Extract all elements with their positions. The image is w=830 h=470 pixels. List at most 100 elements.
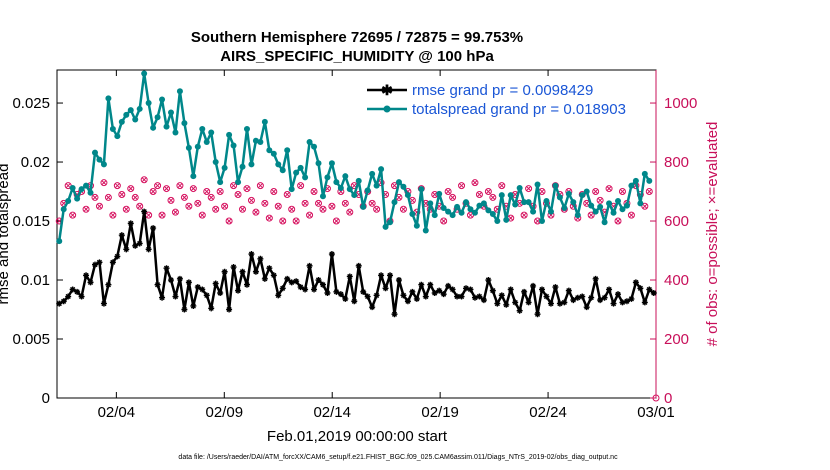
rmse-point: [427, 281, 434, 288]
totalspread-point: [248, 161, 255, 168]
obs-evaluated-point: [70, 212, 76, 218]
totalspread-point: [163, 123, 170, 130]
obs-evaluated-point: [231, 183, 237, 189]
rmse-point: [512, 299, 519, 306]
rmse-point: [387, 272, 394, 279]
x-tick-label: 02/09: [206, 404, 244, 421]
rmse-point: [123, 246, 130, 253]
obs-evaluated-point: [101, 180, 107, 186]
footnote: data file: /Users/raeder/DAI/ATM_forcXX/…: [178, 454, 618, 461]
obs-possible-point: [270, 188, 278, 196]
rmse-point: [422, 293, 429, 300]
obs-possible-point: [618, 188, 626, 196]
totalspread-point: [592, 208, 599, 215]
obs-possible-point: [596, 196, 604, 204]
rmse-point: [400, 292, 407, 299]
rmse-point: [105, 281, 112, 288]
y-axis-right: 0 200 400 600 800 1000: [650, 70, 697, 407]
rmse-point: [226, 306, 233, 313]
obs-possible-point: [592, 188, 600, 196]
rmse-point: [136, 240, 143, 247]
rmse-point: [96, 259, 103, 266]
obs-evaluated-point: [298, 183, 304, 189]
totalspread-point: [458, 209, 465, 216]
obs-evaluated-point: [642, 203, 648, 209]
totalspread-point: [601, 219, 608, 226]
rmse-point: [650, 289, 657, 296]
totalspread-point: [471, 209, 478, 216]
obs-evaluated-point: [539, 188, 545, 195]
rmse-point: [601, 294, 608, 301]
obs-possible-point: [373, 205, 381, 213]
obs-possible-point: [239, 205, 247, 213]
totalspread-point: [141, 70, 148, 77]
obs-possible-point: [221, 202, 229, 210]
totalspread-point: [467, 206, 474, 213]
obs-evaluated-point: [369, 200, 375, 206]
rmse-point: [333, 288, 340, 295]
rmse-point: [324, 289, 331, 296]
obs-possible-point: [212, 205, 220, 213]
totalspread-point: [646, 177, 653, 184]
totalspread-point: [78, 186, 85, 193]
obs-possible-point: [341, 199, 349, 207]
totalspread-point: [588, 202, 595, 209]
obs-possible-point: [641, 202, 649, 210]
rmse-point: [243, 281, 250, 288]
obs-evaluated-point: [222, 203, 228, 209]
obs-evaluated-point: [432, 191, 438, 198]
rmse-point: [114, 253, 121, 260]
totalspread-point: [159, 96, 166, 103]
rmse-point: [543, 293, 550, 300]
totalspread-point: [395, 179, 402, 186]
totalspread-point: [288, 186, 295, 193]
rmse-point: [539, 286, 546, 293]
rmse-point: [467, 286, 474, 293]
totalspread-point: [360, 203, 367, 210]
totalspread-point: [284, 147, 291, 154]
totalspread-point: [87, 189, 94, 196]
totalspread-point: [534, 181, 541, 188]
legend-label-rmse: rmse grand pr = 0.0098429: [412, 82, 593, 99]
totalspread-point: [547, 208, 554, 215]
totalspread-point: [454, 203, 461, 210]
rmse-point: [619, 299, 626, 306]
rmse-point: [440, 291, 447, 298]
rmse-point: [606, 286, 613, 293]
obs-possible-point: [82, 205, 90, 213]
obs-possible-point: [69, 211, 77, 219]
totalspread-point: [369, 170, 376, 177]
totalspread-point: [355, 177, 362, 184]
obs-evaluated-point: [646, 188, 652, 195]
obs-evaluated-point: [132, 194, 138, 200]
totalspread-point: [431, 212, 438, 219]
totalspread-point: [315, 160, 322, 167]
rmse-point: [449, 286, 456, 293]
obs-evaluated-point: [472, 180, 478, 186]
rmse-point: [436, 287, 443, 294]
obs-evaluated-point: [266, 215, 272, 221]
rmse-point: [337, 291, 344, 298]
x-tick-label: 02/19: [421, 404, 459, 421]
totalspread-point: [275, 161, 282, 168]
totalspread-point: [69, 184, 76, 191]
totalspread-point: [628, 182, 635, 189]
totalspread-point: [302, 174, 309, 181]
obs-possible-point: [399, 205, 407, 213]
totalspread-point: [525, 199, 532, 206]
obs-evaluated-point: [289, 206, 295, 212]
totalspread-point: [507, 192, 514, 199]
obs-possible-point: [158, 211, 166, 219]
rmse-point: [413, 295, 420, 302]
obs-evaluated-point: [168, 197, 174, 203]
totalspread-point: [516, 184, 523, 191]
rmse-point: [221, 268, 228, 275]
totalspread-point: [583, 188, 590, 195]
obs-possible-point: [207, 193, 215, 201]
rmse-point: [74, 288, 81, 295]
rmse-point: [637, 285, 644, 292]
rmse-point: [261, 275, 268, 282]
totalspread-point: [440, 205, 447, 212]
obs-evaluated-point: [217, 188, 223, 195]
obs-possible-point: [346, 208, 354, 216]
